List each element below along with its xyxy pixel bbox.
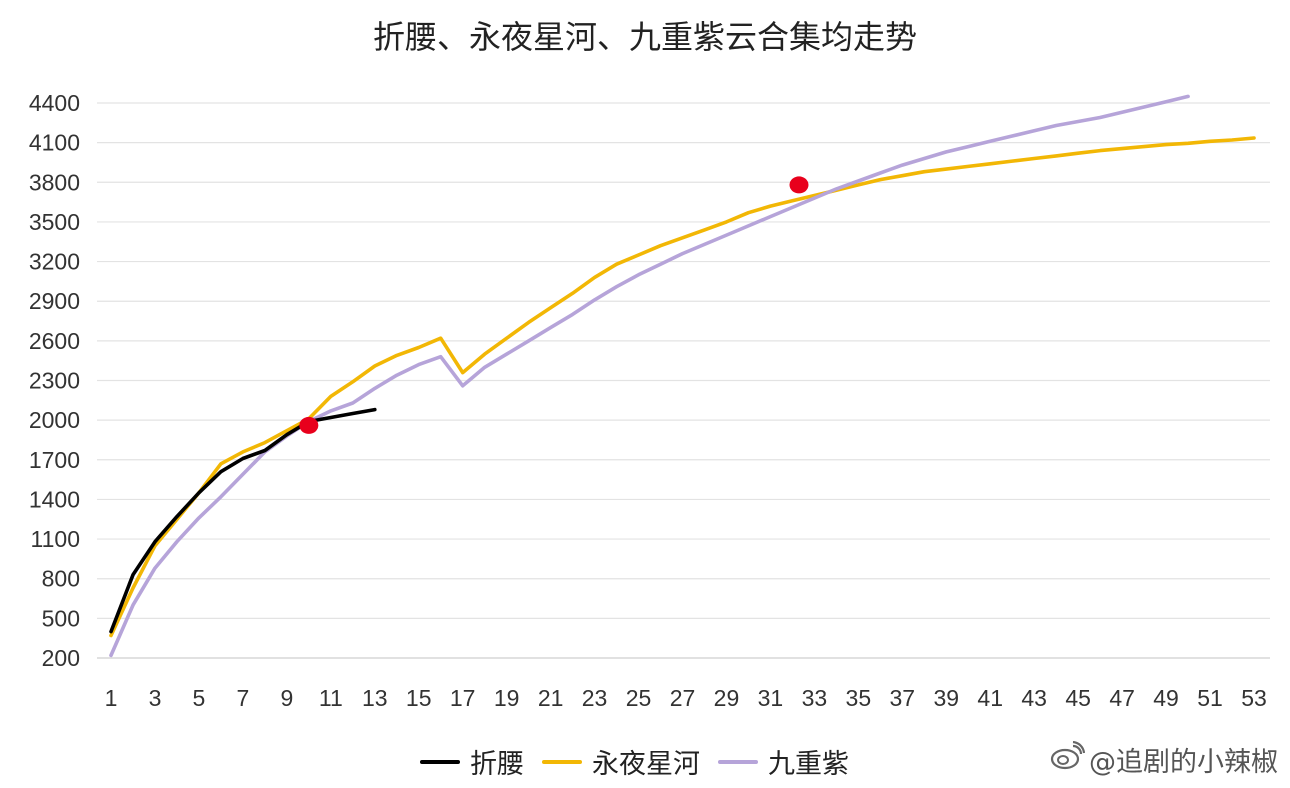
x-tick-label: 47	[1109, 685, 1135, 711]
y-tick-label: 2600	[29, 328, 80, 354]
x-tick-label: 17	[450, 685, 476, 711]
red-dot-marker	[299, 416, 319, 434]
y-tick-label: 800	[42, 566, 80, 592]
x-tick-label: 23	[582, 685, 608, 711]
annotations	[299, 176, 809, 434]
x-tick-label: 15	[406, 685, 432, 711]
legend: 折腰 永夜星河 九重紫	[420, 742, 867, 781]
y-tick-label: 3200	[29, 249, 80, 275]
chart-title: 折腰、永夜星河、九重紫云合集均走势	[372, 18, 917, 56]
x-tick-label: 39	[933, 685, 959, 711]
legend-label: 折腰	[470, 749, 524, 780]
y-tick-label: 2900	[29, 288, 80, 314]
x-tick-label: 51	[1197, 685, 1223, 711]
x-tick-label: 43	[1021, 685, 1047, 711]
legend-item-jiuchongzi: 九重紫	[718, 742, 849, 781]
x-tick-label: 53	[1241, 685, 1267, 711]
legend-swatch	[420, 759, 460, 764]
series-line-1	[109, 136, 1256, 638]
x-tick-label: 3	[149, 685, 162, 711]
y-tick-label: 2000	[29, 407, 80, 433]
x-tick-label: 1	[105, 685, 118, 711]
legend-item-zheyao: 折腰	[420, 742, 524, 781]
x-tick-label: 49	[1153, 685, 1179, 711]
series-lines	[109, 94, 1256, 658]
y-axis-ticks: 200 500 800 1100 1400 1700 2000 2300 2600 2900 320…	[29, 90, 80, 671]
y-tick-label: 3800	[29, 169, 80, 195]
watermark-text: @追剧的小辣椒	[1089, 747, 1278, 778]
x-axis-ticks: 1 3 5 7 9 11 13 15 17 19 21 23 25 27 29 31 33 35 37 39 41 43 4…	[105, 685, 1267, 711]
x-tick-label: 21	[538, 685, 564, 711]
legend-swatch	[542, 759, 582, 764]
red-dot-marker	[789, 176, 809, 194]
x-tick-label: 5	[193, 685, 206, 711]
x-tick-label: 9	[280, 685, 293, 711]
legend-label: 九重紫	[768, 749, 849, 780]
series-line-2	[109, 94, 1190, 658]
y-tick-label: 500	[42, 605, 80, 631]
y-tick-label: 2300	[29, 368, 80, 394]
x-tick-label: 37	[890, 685, 916, 711]
x-tick-label: 31	[758, 685, 784, 711]
x-tick-label: 41	[977, 685, 1003, 711]
series-line-0	[109, 407, 377, 634]
x-tick-label: 11	[319, 685, 343, 711]
x-tick-label: 29	[714, 685, 740, 711]
grid-lines	[97, 102, 1270, 659]
y-tick-label: 3500	[29, 209, 80, 235]
x-tick-label: 33	[802, 685, 828, 711]
y-tick-label: 4400	[29, 90, 80, 116]
x-tick-label: 35	[846, 685, 872, 711]
y-tick-label: 1100	[31, 526, 80, 552]
x-tick-label: 27	[670, 685, 696, 711]
watermark: @追剧的小辣椒	[1049, 740, 1278, 779]
x-tick-label: 7	[236, 685, 249, 711]
x-tick-label: 19	[494, 685, 520, 711]
x-tick-label: 25	[626, 685, 652, 711]
x-tick-label: 13	[362, 685, 388, 711]
legend-swatch	[718, 759, 758, 764]
legend-item-yongyexinghe: 永夜星河	[542, 742, 700, 781]
x-tick-label: 45	[1065, 685, 1091, 711]
y-tick-label: 1400	[29, 486, 80, 512]
y-tick-label: 200	[42, 645, 80, 671]
y-tick-label: 4100	[29, 130, 80, 156]
weibo-icon	[1049, 740, 1086, 778]
y-tick-label: 1700	[29, 447, 80, 473]
legend-label: 永夜星河	[592, 749, 700, 780]
